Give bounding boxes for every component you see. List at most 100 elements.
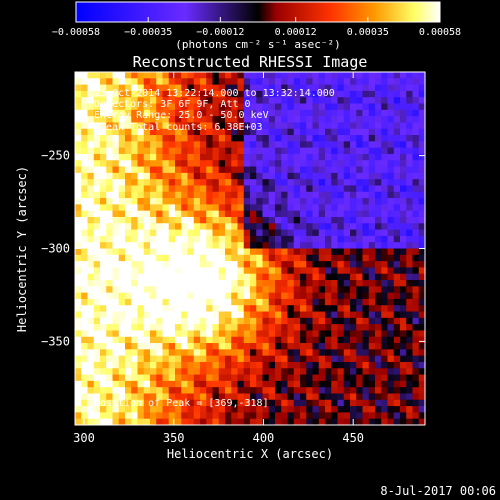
heatmap-cell [118, 135, 126, 142]
heatmap-cell [312, 349, 320, 357]
heatmap-cell [250, 273, 257, 281]
heatmap-cell [112, 412, 120, 420]
heatmap-cell [368, 273, 376, 281]
heatmap-cell [275, 242, 282, 249]
heatmap-cell [106, 387, 113, 394]
heatmap-cell [281, 223, 288, 230]
heatmap-cell [287, 229, 295, 237]
heatmap-cell [381, 286, 388, 294]
heatmap-cell [100, 267, 107, 275]
heatmap-cell [262, 286, 270, 294]
heatmap-cell [312, 374, 320, 382]
heatmap-cell [118, 280, 126, 287]
heatmap-cell [287, 191, 295, 199]
heatmap-cell [131, 97, 138, 104]
heatmap-cell [137, 72, 145, 79]
heatmap-cell [262, 191, 270, 199]
heatmap-cell [237, 248, 245, 256]
heatmap-cell [231, 116, 238, 123]
heatmap-cell [356, 84, 363, 92]
heatmap-cell [275, 368, 282, 375]
heatmap-cell [237, 361, 245, 369]
heatmap-cell [131, 248, 138, 256]
heatmap-cell [306, 368, 313, 375]
heatmap-cell [162, 298, 170, 306]
heatmap-cell [406, 179, 413, 186]
heatmap-cell [362, 84, 370, 92]
heatmap-cell [237, 116, 245, 123]
heatmap-cell [237, 280, 245, 287]
heatmap-cell [325, 229, 332, 237]
heatmap-cell [200, 374, 207, 382]
heatmap-cell [393, 374, 401, 382]
heatmap-cell [243, 223, 251, 230]
heatmap-cell [281, 147, 288, 155]
heatmap-cell [343, 160, 351, 167]
heatmap-cell [262, 267, 270, 275]
heatmap-cell [225, 267, 232, 275]
heatmap-cell [175, 216, 182, 224]
heatmap-cell [150, 374, 157, 382]
heatmap-cell [125, 116, 132, 123]
heatmap-cell [218, 216, 226, 224]
heatmap-cell [75, 343, 82, 350]
heatmap-cell [406, 160, 413, 167]
heatmap-cell [231, 286, 238, 294]
heatmap-cell [343, 368, 351, 375]
heatmap-cell [343, 97, 351, 104]
heatmap-cell [268, 128, 276, 136]
heatmap-cell [187, 97, 195, 104]
heatmap-cell [275, 179, 282, 186]
heatmap-cell [331, 147, 338, 155]
heatmap-cell [318, 412, 326, 420]
heatmap-cell [368, 399, 376, 407]
heatmap-cell [150, 280, 157, 287]
heatmap-cell [412, 122, 420, 130]
heatmap-cell [250, 90, 257, 98]
heatmap-cell [156, 406, 163, 413]
heatmap-cell [106, 128, 113, 136]
heatmap-cell [418, 122, 425, 130]
heatmap-cell [256, 141, 263, 149]
heatmap-cell [175, 235, 182, 243]
heatmap-cell [150, 147, 157, 155]
heatmap-cell [250, 374, 257, 382]
heatmap-cell [81, 267, 88, 275]
heatmap-cell [368, 298, 376, 306]
heatmap-cell [206, 336, 213, 344]
heatmap-cell [337, 349, 345, 357]
heatmap-cell [175, 204, 182, 212]
heatmap-cell [100, 349, 107, 357]
heatmap-cell [112, 317, 120, 325]
heatmap-cell [93, 317, 101, 325]
heatmap-cell [75, 235, 82, 243]
heatmap-cell [281, 216, 288, 224]
heatmap-cell [256, 393, 263, 401]
heatmap-cell [106, 210, 113, 218]
heatmap-cell [93, 393, 101, 401]
heatmap-cell [325, 311, 332, 319]
heatmap-cell [406, 374, 413, 382]
heatmap-cell [262, 128, 270, 136]
heatmap-cell [387, 72, 395, 79]
heatmap-cell [193, 160, 201, 167]
heatmap-cell [268, 103, 276, 111]
heatmap-cell [312, 368, 320, 375]
heatmap-cell [287, 97, 295, 104]
heatmap-cell [250, 418, 257, 425]
heatmap-cell [156, 298, 163, 306]
heatmap-cell [81, 273, 88, 281]
heatmap-cell [168, 242, 176, 249]
heatmap-cell [193, 72, 201, 79]
heatmap-cell [343, 242, 351, 249]
heatmap-cell [350, 273, 357, 281]
heatmap-cell [268, 267, 276, 275]
heatmap-cell [325, 147, 332, 155]
heatmap-cell [93, 305, 101, 312]
heatmap-cell [181, 343, 188, 350]
heatmap-cell [343, 305, 351, 312]
heatmap-cell [100, 109, 107, 117]
heatmap-cell [381, 242, 388, 249]
heatmap-cell [350, 185, 357, 193]
heatmap-cell [312, 135, 320, 142]
